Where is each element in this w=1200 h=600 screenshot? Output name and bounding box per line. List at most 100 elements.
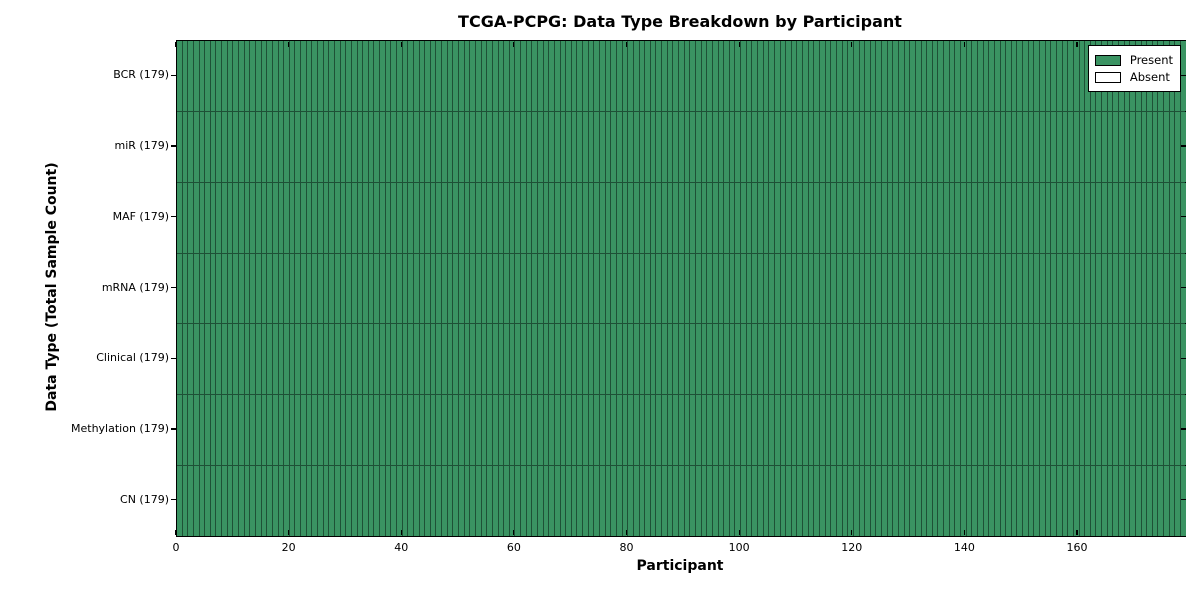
presence-cell <box>188 111 194 182</box>
presence-cell <box>684 324 691 395</box>
presence-cell <box>239 466 245 537</box>
presence-cell <box>560 111 567 182</box>
presence-cell <box>498 41 505 111</box>
presence-cell <box>684 182 691 253</box>
presence-cell <box>1068 395 1074 466</box>
presence-cell <box>690 253 696 324</box>
x-tick-mark <box>963 41 965 47</box>
presence-cell <box>763 324 770 395</box>
presence-cell <box>774 466 781 537</box>
presence-cell <box>859 41 866 111</box>
presence-cell <box>910 395 916 466</box>
presence-cell <box>600 324 606 395</box>
presence-cell <box>1158 324 1165 395</box>
presence-cell <box>306 324 313 395</box>
presence-cell <box>351 253 358 324</box>
presence-cell <box>346 182 352 253</box>
presence-cell <box>340 324 347 395</box>
presence-cell <box>1079 395 1086 466</box>
presence-cell <box>210 324 217 395</box>
presence-cell <box>701 253 708 324</box>
presence-cell <box>769 324 775 395</box>
presence-cell <box>504 466 510 537</box>
presence-cell <box>289 324 296 395</box>
presence-cell <box>481 324 488 395</box>
presence-cell <box>848 111 854 182</box>
presence-cell <box>769 253 775 324</box>
presence-cell <box>752 253 758 324</box>
presence-cell <box>605 324 612 395</box>
presence-cell <box>267 41 273 111</box>
presence-cell <box>1017 466 1024 537</box>
y-tick-mark <box>171 286 176 289</box>
presence-cell <box>831 111 837 182</box>
presence-cell <box>628 111 634 182</box>
presence-cell <box>882 41 888 111</box>
legend-entry: Present <box>1094 53 1173 67</box>
presence-cell <box>836 111 843 182</box>
presence-cell <box>639 253 646 324</box>
presence-cell <box>994 41 1001 111</box>
presence-cell <box>272 466 279 537</box>
presence-cell <box>639 182 646 253</box>
presence-cell <box>1017 111 1024 182</box>
presence-cell <box>470 395 476 466</box>
presence-cell <box>938 182 945 253</box>
presence-cell <box>650 182 657 253</box>
presence-cell <box>227 253 234 324</box>
data-type-row <box>177 111 1186 183</box>
presence-cell <box>538 466 544 537</box>
presence-cell <box>915 111 922 182</box>
presence-cell <box>193 253 200 324</box>
presence-cell <box>724 111 730 182</box>
presence-cell <box>910 41 916 111</box>
presence-cell <box>239 41 245 111</box>
presence-cell <box>385 182 392 253</box>
presence-cell <box>498 111 505 182</box>
presence-cell <box>1051 41 1057 111</box>
presence-cell <box>961 111 967 182</box>
presence-cell <box>1158 182 1165 253</box>
presence-cell <box>633 466 640 537</box>
presence-cell <box>966 111 973 182</box>
presence-cell <box>927 466 933 537</box>
presence-cell <box>295 182 302 253</box>
presence-cell <box>1096 253 1103 324</box>
presence-cell <box>628 41 634 111</box>
presence-cell <box>222 41 228 111</box>
presence-cell <box>650 324 657 395</box>
presence-cell <box>408 466 414 537</box>
presence-cell <box>583 466 589 537</box>
presence-cell <box>1051 324 1057 395</box>
presence-cell <box>1096 111 1103 182</box>
presence-cell <box>718 111 725 182</box>
presence-cell <box>605 395 612 466</box>
presence-cell <box>1011 253 1018 324</box>
presence-cell <box>199 182 206 253</box>
presence-cell <box>385 466 392 537</box>
presence-cell <box>786 324 792 395</box>
presence-cell <box>757 324 764 395</box>
presence-cell <box>188 41 194 111</box>
x-tick-label: 160 <box>1066 541 1088 554</box>
presence-cell <box>1147 466 1153 537</box>
presence-cell <box>284 41 290 111</box>
presence-cell <box>177 253 183 324</box>
presence-cell <box>803 466 809 537</box>
presence-cell <box>487 466 493 537</box>
presence-cell <box>436 41 443 111</box>
presence-cell <box>1068 41 1074 111</box>
presence-cell <box>210 111 217 182</box>
presence-cell <box>1006 41 1012 111</box>
presence-cell <box>887 253 894 324</box>
presence-cell <box>1152 324 1159 395</box>
presence-cell <box>571 466 578 537</box>
presence-cell <box>1011 111 1018 182</box>
presence-cell <box>836 182 843 253</box>
presence-cell <box>515 253 522 324</box>
presence-cell <box>1181 182 1186 253</box>
presence-cell <box>1028 41 1035 111</box>
presence-cell <box>1135 466 1142 537</box>
presence-cell <box>543 466 550 537</box>
presence-cell <box>199 466 206 537</box>
